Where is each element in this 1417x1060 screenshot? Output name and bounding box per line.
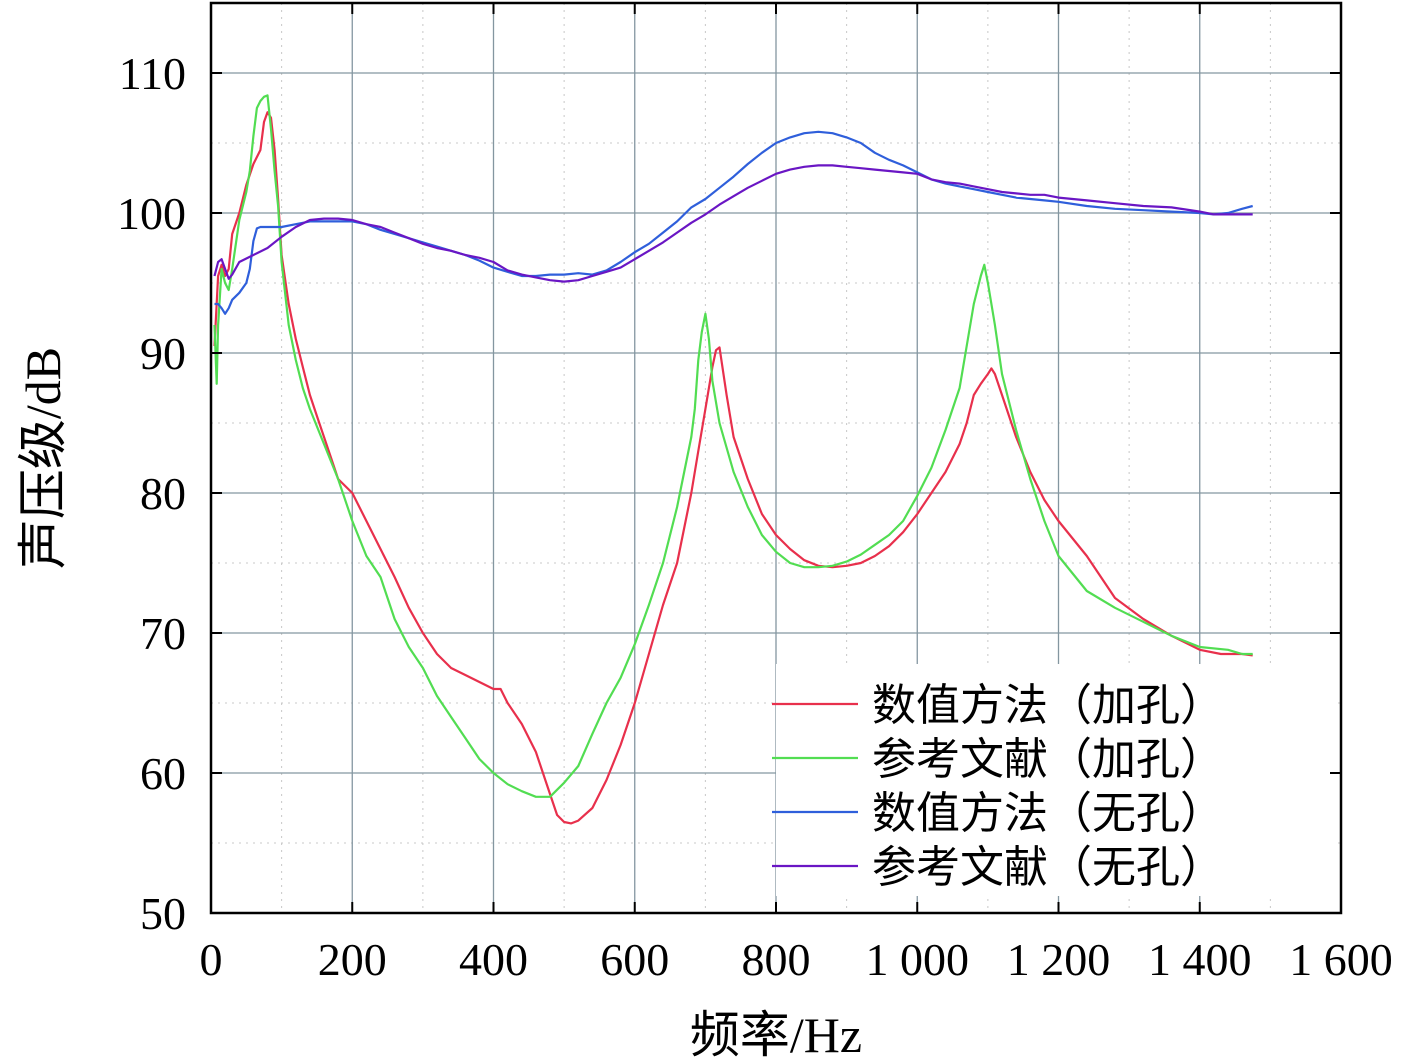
- y-axis-label: 声压级/dB: [15, 347, 71, 569]
- x-tick-label: 800: [742, 934, 811, 985]
- y-tick-labels: 50 60 70 80 90 100 110: [117, 48, 186, 939]
- legend-label-4: 参考文献（无孔）: [872, 843, 1224, 892]
- series-layer: [213, 94, 1253, 825]
- legend-label-1: 数值方法（加孔）: [872, 681, 1224, 730]
- series-line-4: [213, 164, 1253, 283]
- y-tick-label: 70: [140, 608, 186, 659]
- series-line-2: [213, 94, 1253, 798]
- series-line-3: [214, 130, 1253, 315]
- axis-ticks: [210, 3, 1342, 914]
- series-line-1: [213, 111, 1253, 825]
- legend-background: [776, 664, 1336, 896]
- x-tick-label: 400: [459, 934, 528, 985]
- legend-label-2: 参考文献（加孔）: [872, 735, 1224, 784]
- y-tick-label: 60: [140, 748, 186, 799]
- y-tick-label: 80: [140, 468, 186, 519]
- x-tick-label: 0: [200, 934, 223, 985]
- x-axis-label: 频率/Hz: [690, 1007, 862, 1060]
- y-tick-label: 110: [119, 48, 186, 99]
- x-tick-labels: 0 200 400 600 800 1 000 1 200 1 400 1 600: [200, 934, 1393, 985]
- x-tick-label: 1 400: [1148, 934, 1252, 985]
- x-tick-label: 200: [318, 934, 387, 985]
- x-tick-label: 600: [600, 934, 669, 985]
- y-tick-label: 90: [140, 328, 186, 379]
- x-tick-label: 1 000: [866, 934, 970, 985]
- y-tick-label: 100: [117, 188, 186, 239]
- minor-grid: [211, 3, 1341, 913]
- x-tick-label: 1 200: [1007, 934, 1111, 985]
- legend: 数值方法（加孔） 参考文献（加孔） 数值方法（无孔） 参考文献（无孔）: [772, 681, 1224, 892]
- x-tick-label: 1 600: [1289, 934, 1393, 985]
- y-tick-label: 50: [140, 888, 186, 939]
- legend-label-3: 数值方法（无孔）: [872, 789, 1224, 838]
